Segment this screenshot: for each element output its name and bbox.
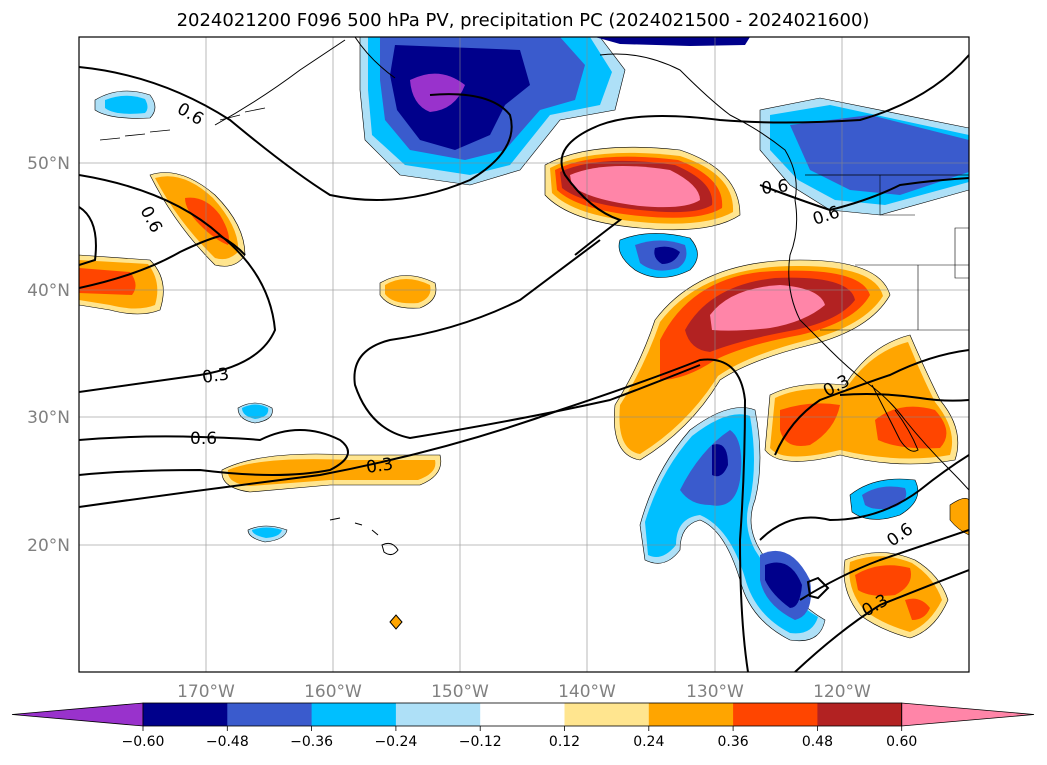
pv-contour-label: 0.3 — [201, 364, 231, 388]
lat-tick-label: 40°N — [27, 281, 70, 301]
colorbar-segment — [143, 703, 228, 726]
positive-anomaly-east-edge — [949, 498, 969, 536]
map-gridlines — [79, 37, 969, 672]
colorbar: −0.60 −0.48 −0.36 −0.24 −0.12 0.12 0.24 0.36 0.4… — [11, 702, 1035, 750]
colorbar-tick-label: 0.48 — [802, 734, 833, 750]
colorbar-tick-label: −0.24 — [374, 734, 417, 750]
positive-anomaly-baja — [780, 403, 840, 446]
latitude-tick-labels: 50°N 40°N 30°N 20°N — [27, 154, 70, 556]
colorbar-tick-label: −0.36 — [290, 734, 333, 750]
lat-tick-label: 20°N — [27, 536, 70, 556]
pv-contour-line — [79, 358, 749, 672]
pv-contour-label: 0.6 — [760, 176, 789, 199]
positive-anomaly-ne-pacific — [570, 166, 700, 208]
colorbar-segment — [817, 703, 903, 726]
colorbar-tick-label: 0.24 — [633, 734, 664, 750]
pv-contour-line — [759, 177, 969, 212]
negative-anomaly-small-ne-sub — [862, 486, 907, 510]
pv-contour-line — [79, 234, 246, 289]
lat-tick-label: 30°N — [27, 408, 70, 428]
lon-tick-label: 160°W — [304, 682, 362, 702]
colorbar-segment — [311, 703, 397, 726]
colorbar-tick-label: 0.36 — [718, 734, 749, 750]
pv-contour-line — [759, 454, 969, 541]
positive-anomaly-small-40n — [385, 279, 431, 304]
colorbar-segment — [648, 703, 734, 726]
pv-contour-label: 0.3 — [365, 454, 395, 478]
negative-anomaly-south-arc — [765, 562, 802, 608]
colorbar-tick-label: −0.48 — [206, 734, 249, 750]
negative-anomaly-south-arc — [680, 430, 742, 506]
alaska-coastline — [214, 37, 797, 201]
negative-anomaly-small-nw — [105, 95, 148, 114]
baja-california — [871, 384, 919, 452]
pv-contour-line — [79, 429, 349, 476]
colorbar-segment — [227, 703, 313, 726]
colorbar-extend-high — [901, 702, 1035, 727]
pv-contour-line — [794, 569, 969, 672]
aleutian-islands — [99, 107, 266, 141]
pv-contours — [79, 54, 969, 672]
colorbar-tick-label: 0.60 — [886, 734, 917, 750]
colorbar-segment — [733, 703, 818, 726]
colorbar-segment — [564, 703, 650, 726]
map-plot-area: 0.6 0.6 0.3 0.6 0.3 0.6 0.6 0.3 0.6 0.3 — [79, 37, 969, 672]
negative-anomaly-small-center — [654, 246, 680, 264]
negative-anomaly-blob-top — [595, 37, 750, 46]
colorbar-tick-label: 0.12 — [549, 734, 580, 750]
colorbar-extend-low — [11, 702, 144, 727]
pv-contour-label: 0.6 — [190, 429, 217, 449]
small-island — [389, 614, 403, 630]
colorbar-tick-label: −0.60 — [122, 734, 165, 750]
lon-tick-label: 120°W — [813, 682, 871, 702]
negative-anomaly-south-arc — [712, 444, 728, 477]
pv-contour-line — [79, 206, 97, 266]
colorbar-tick-label: −0.12 — [459, 734, 502, 750]
lon-tick-label: 130°W — [686, 682, 744, 702]
positive-anomaly-southeast — [905, 598, 930, 620]
pv-contour-line — [774, 349, 969, 456]
pv-contour-line — [806, 576, 830, 600]
pv-contour-line — [799, 529, 969, 601]
lon-tick-label: 150°W — [431, 682, 489, 702]
pv-contour-line — [353, 239, 701, 440]
colorbar-outline — [142, 702, 903, 727]
pv-contour-line — [79, 66, 513, 201]
figure-title: 2024021200 F096 500 hPa PV, precipitatio… — [177, 10, 870, 31]
map-frame — [78, 36, 970, 673]
pv-contour-line — [560, 54, 969, 256]
positive-anomaly-central — [710, 285, 825, 331]
hawaii-islands — [329, 517, 399, 556]
colorbar-segment — [480, 703, 565, 726]
positive-anomaly-southeast — [855, 565, 911, 596]
pv-contour-line — [79, 174, 277, 393]
negative-anomaly-blob-north — [410, 73, 465, 112]
negative-anomaly-small-30n — [242, 404, 269, 419]
lat-tick-label: 50°N — [27, 154, 70, 174]
lon-tick-label: 170°W — [177, 682, 235, 702]
lon-tick-label: 140°W — [558, 682, 616, 702]
colorbar-segment — [395, 703, 481, 726]
longitude-tick-labels: 170°W 160°W 150°W 140°W 130°W 120°W — [177, 682, 871, 702]
west-coast-north-america — [788, 199, 969, 491]
pv-contour-line — [839, 393, 969, 402]
negative-anomaly-small-22n — [252, 527, 282, 538]
